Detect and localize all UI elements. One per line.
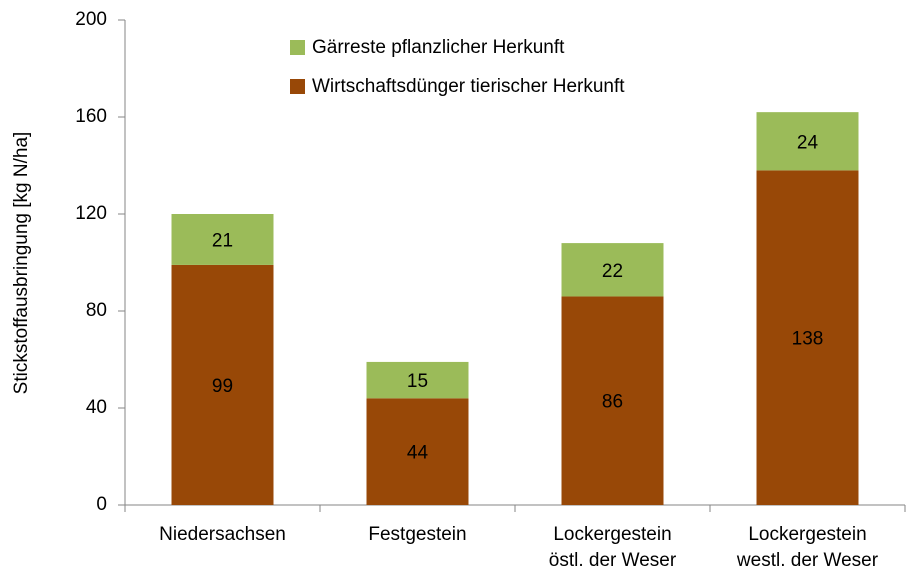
bar-segment — [366, 361, 469, 399]
legend-swatch — [290, 79, 305, 94]
data-label: 138 — [792, 329, 824, 350]
bar-segment — [756, 112, 859, 171]
data-label: 86 — [602, 392, 623, 413]
bar-segment — [561, 243, 664, 297]
bar-segment — [171, 264, 274, 505]
data-label: 21 — [212, 230, 233, 251]
bar-segment — [756, 170, 859, 505]
y-tick-label: 200 — [75, 9, 107, 30]
bar-segment — [171, 214, 274, 265]
x-tick-label: westl. der Weser — [736, 550, 879, 571]
legend-label: Wirtschaftsdünger tierischer Herkunft — [312, 76, 625, 97]
y-tick-label: 40 — [86, 397, 107, 418]
x-tick-label: Niedersachsen — [159, 524, 286, 545]
y-tick-label: 120 — [75, 203, 107, 224]
x-tick-label: östl. der Weser — [549, 550, 677, 571]
data-label: 44 — [407, 443, 429, 464]
data-label: 22 — [602, 261, 623, 282]
bar-segment — [561, 296, 664, 505]
x-tick-label: Festgestein — [368, 524, 466, 545]
x-tick-label: Lockergestein — [553, 524, 671, 545]
legend-swatch — [290, 40, 305, 55]
data-label: 24 — [797, 132, 819, 153]
data-label: 15 — [407, 371, 428, 392]
y-axis-label: Stickstoffausbringung [kg N/ha] — [11, 132, 32, 395]
legend-label: Gärreste pflanzlicher Herkunft — [312, 37, 565, 58]
bar-segment — [366, 398, 469, 505]
y-tick-label: 160 — [75, 106, 107, 127]
y-tick-label: 0 — [96, 494, 107, 515]
data-label: 99 — [212, 376, 233, 397]
x-tick-label: Lockergestein — [748, 524, 866, 545]
y-tick-label: 80 — [86, 300, 107, 321]
